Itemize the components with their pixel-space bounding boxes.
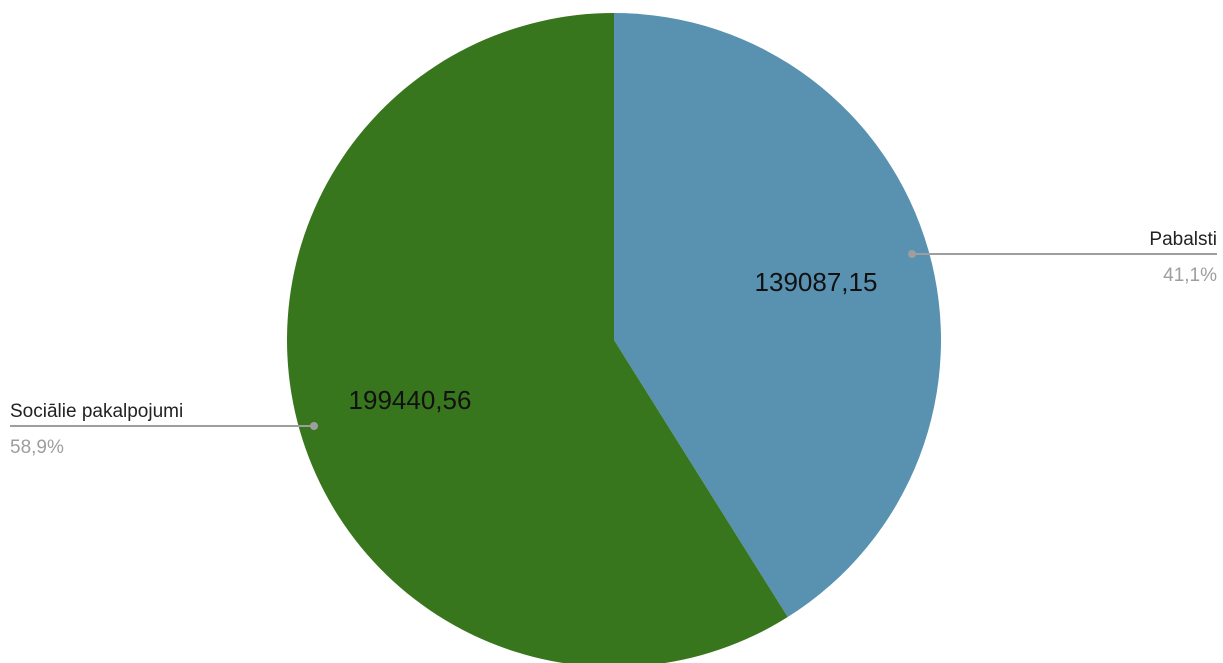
pie-slice-pabalsti (614, 13, 942, 618)
leader-line-socialie-pakalpojumi (10, 422, 318, 430)
slice-category-label-socialie-pakalpojumi: Sociālie pakalpojumi (10, 401, 183, 422)
slice-value-label-pabalsti: 139087,15 (755, 267, 878, 297)
pie-slice-soci-lie-pakalpojumi (287, 13, 788, 663)
slice-percent-label-socialie-pakalpojumi: 58,9% (10, 437, 64, 458)
slice-percent-label-pabalsti: 41,1% (1163, 265, 1217, 286)
pie-slices (287, 13, 942, 663)
slice-category-label-pabalsti: Pabalsti (1149, 229, 1217, 250)
leader-line-pabalsti (908, 250, 1217, 258)
slice-value-label-socialie-pakalpojumi: 199440,56 (349, 385, 472, 415)
